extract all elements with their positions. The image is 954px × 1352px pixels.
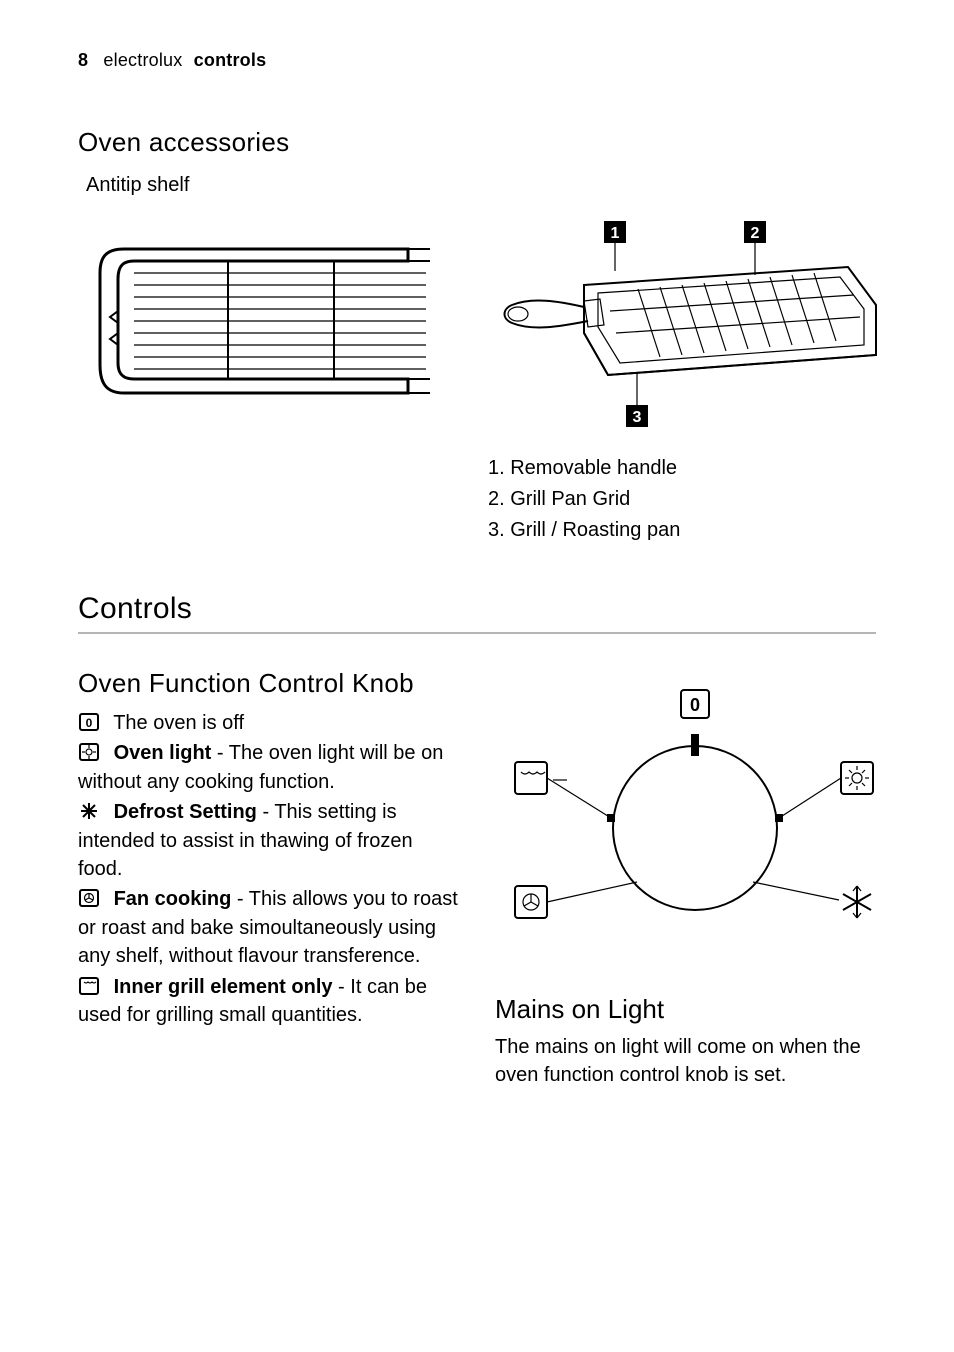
knob-defrost-icon — [753, 882, 871, 918]
fn-fan-name: Fan cooking — [114, 888, 232, 910]
fn-light: Oven light - The oven light will be on w… — [78, 739, 459, 796]
legend-item: 2. Grill Pan Grid — [488, 484, 888, 515]
fan-icon — [78, 888, 102, 908]
accessories-subheading: Antitip shelf — [86, 174, 876, 197]
grill-pan-figure: 1 2 3 — [488, 215, 888, 546]
svg-text:0: 0 — [690, 695, 700, 715]
fn-grill-name: Inner grill element only — [114, 976, 333, 998]
accessories-figures: 1 2 3 — [78, 215, 876, 546]
knob-grill-icon — [515, 762, 615, 822]
knob-light-icon — [775, 762, 873, 822]
grill-pan-svg: 1 2 3 — [488, 215, 888, 445]
legend-item: 3. Grill / Roasting pan — [488, 515, 888, 546]
mains-text: The mains on light will come on when the… — [495, 1033, 876, 1090]
mains-heading: Mains on Light — [495, 994, 876, 1025]
svg-text:3: 3 — [633, 409, 642, 426]
knob-diagram-svg: 0 — [495, 668, 895, 968]
fn-light-name: Oven light — [114, 742, 212, 764]
legend-item: 1. Removable handle — [488, 453, 888, 484]
brand-name: electrolux — [103, 50, 182, 70]
knob-off-icon: 0 — [681, 690, 709, 718]
defrost-icon — [78, 801, 102, 821]
fn-defrost-name: Defrost Setting — [114, 801, 257, 823]
accessories-heading: Oven accessories — [78, 127, 876, 158]
grill-icon — [78, 976, 102, 996]
fn-grill: Inner grill element only - It can be use… — [78, 973, 459, 1030]
antitip-shelf-figure — [78, 215, 448, 546]
callout-2: 2 — [744, 221, 766, 275]
fn-fan: Fan cooking - This allows you to roast o… — [78, 885, 459, 970]
callout-3: 3 — [626, 373, 648, 427]
controls-columns: Oven Function Control Knob 0 The oven is… — [78, 668, 876, 1090]
svg-text:0: 0 — [86, 716, 93, 730]
fn-off: 0 The oven is off — [78, 709, 459, 737]
running-header: 8 electrolux controls — [78, 50, 876, 71]
fn-off-text: The oven is off — [113, 712, 244, 734]
antitip-shelf-svg — [78, 215, 448, 415]
manual-page: 8 electrolux controls Oven accessories A… — [0, 0, 954, 1352]
page-number: 8 — [78, 50, 88, 70]
controls-diagram-column: 0 — [495, 668, 876, 1090]
light-icon — [78, 742, 102, 762]
controls-heading: Controls — [78, 592, 876, 634]
controls-text-column: Oven Function Control Knob 0 The oven is… — [78, 668, 459, 1090]
off-icon: 0 — [78, 712, 102, 732]
grill-pan-legend: 1. Removable handle 2. Grill Pan Grid 3.… — [488, 453, 888, 546]
knob-heading: Oven Function Control Knob — [78, 668, 459, 699]
svg-text:1: 1 — [611, 225, 620, 242]
header-section: controls — [194, 50, 267, 70]
function-list: 0 The oven is off Oven light - The oven … — [78, 709, 459, 1029]
callout-1: 1 — [604, 221, 626, 271]
fn-defrost: Defrost Setting - This setting is intend… — [78, 798, 459, 883]
knob-fan-icon — [515, 882, 637, 918]
svg-text:2: 2 — [751, 225, 760, 242]
